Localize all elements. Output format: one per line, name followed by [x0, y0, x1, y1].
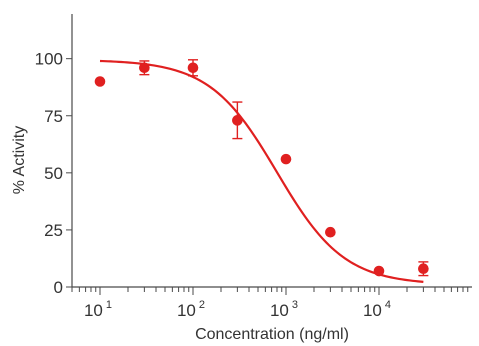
- y-axis-title: % Activity: [11, 126, 28, 194]
- y-tick-label: 25: [44, 221, 63, 240]
- data-point: [373, 265, 385, 277]
- y-tick-label: 75: [44, 107, 63, 126]
- x-tick-label: 10 1: [84, 299, 112, 320]
- y-tick-label: 50: [44, 164, 63, 183]
- data-point: [325, 226, 336, 238]
- y-ticks: 0 25 50 75 100: [35, 50, 72, 297]
- data-point: [139, 62, 150, 74]
- plot-area: [94, 59, 429, 283]
- data-point: [232, 115, 243, 126]
- axes-group: [71, 14, 472, 288]
- data-point: [280, 153, 292, 165]
- y-tick-label: 100: [35, 50, 63, 69]
- x-tick-label: 10 2: [177, 299, 205, 320]
- x-ticks: 10 1 10 2 10 3 10 4: [71, 287, 469, 320]
- x-axis-title: Concentration (ng/ml): [195, 326, 349, 343]
- fit-curve: [99, 59, 424, 283]
- x-tick-label: 10 3: [270, 299, 298, 320]
- data-point: [418, 263, 429, 275]
- data-point: [187, 62, 199, 74]
- x-tick-label: 10 4: [363, 299, 391, 320]
- data-point: [94, 76, 106, 87]
- y-tick-label: 0: [54, 278, 63, 297]
